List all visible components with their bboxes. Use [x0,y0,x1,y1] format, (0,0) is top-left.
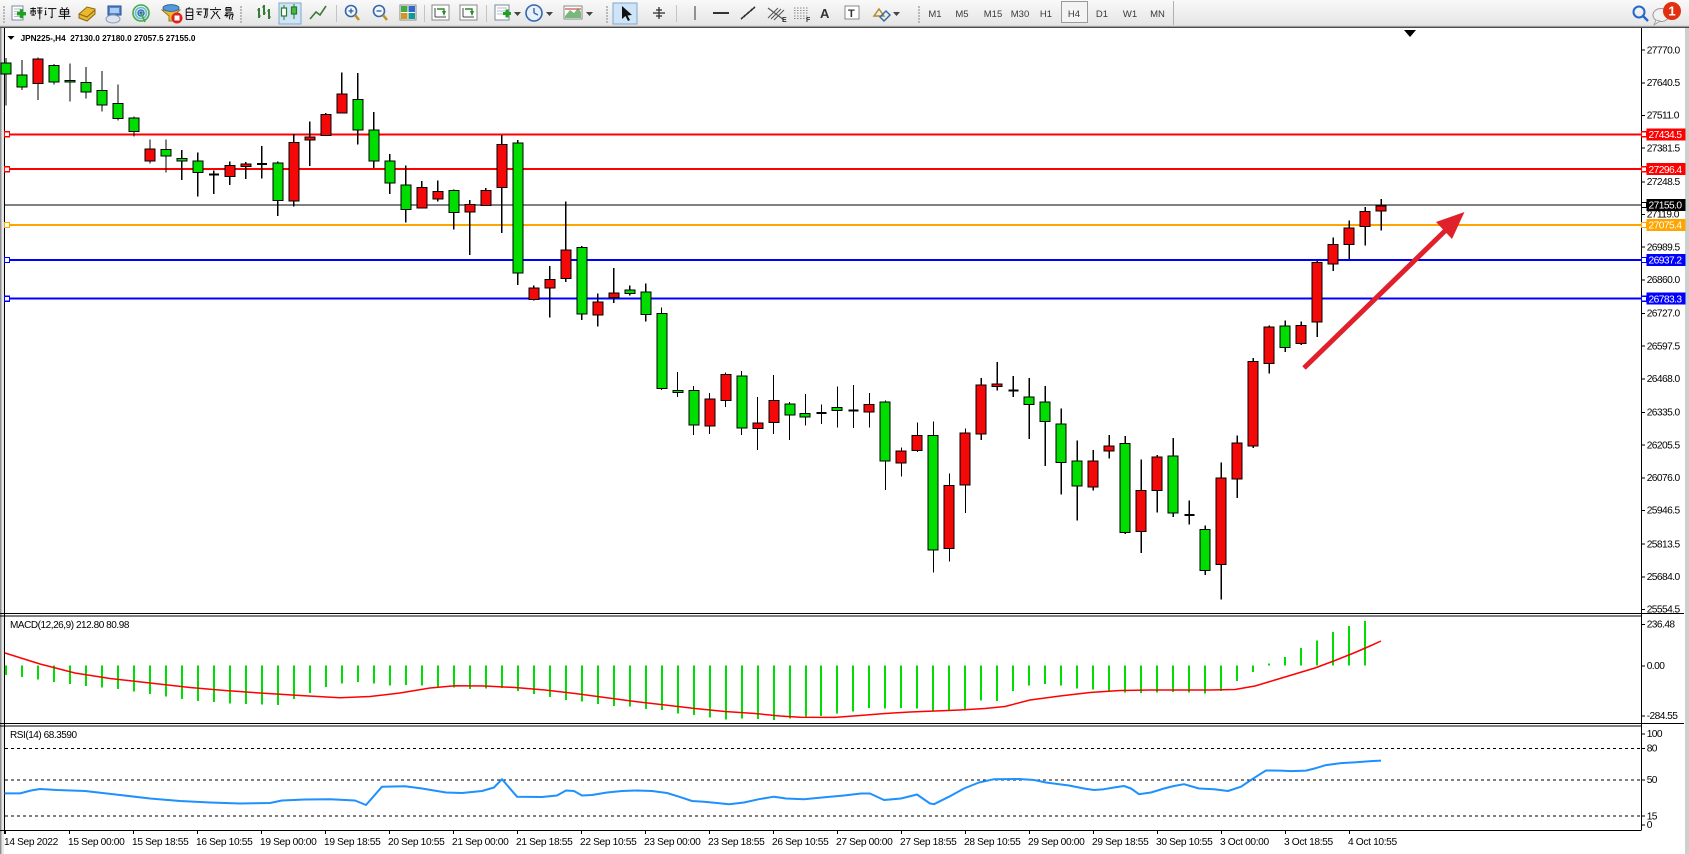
svg-text:29 Sep 00:00: 29 Sep 00:00 [1028,837,1085,848]
svg-text:H1: H1 [1040,9,1052,20]
svg-text:22 Sep 10:55: 22 Sep 10:55 [580,837,637,848]
svg-text:15 Sep 18:55: 15 Sep 18:55 [132,837,189,848]
svg-text:27511.0: 27511.0 [1647,111,1680,122]
svg-text:26727.0: 26727.0 [1647,309,1681,320]
svg-text:W1: W1 [1123,9,1137,20]
svg-text:26468.0: 26468.0 [1647,374,1681,385]
svg-text:26205.5: 26205.5 [1647,440,1681,451]
svg-text:26335.0: 26335.0 [1647,408,1681,419]
svg-text:26783.3: 26783.3 [1649,294,1683,305]
svg-text:4 Oct 10:55: 4 Oct 10:55 [1348,837,1398,848]
svg-text:26937.2: 26937.2 [1649,256,1683,267]
svg-text:27248.5: 27248.5 [1647,177,1681,188]
svg-text:27119.0: 27119.0 [1647,210,1680,221]
svg-text:F: F [806,17,811,24]
svg-text:0.00: 0.00 [1647,661,1666,672]
svg-text:30 Sep 10:55: 30 Sep 10:55 [1156,837,1213,848]
svg-text:D1: D1 [1096,9,1108,20]
svg-text:25684.0: 25684.0 [1647,572,1681,583]
svg-text:27296.4: 27296.4 [1649,165,1683,176]
svg-text:236.48: 236.48 [1647,620,1676,631]
svg-text:23 Sep 00:00: 23 Sep 00:00 [644,837,701,848]
svg-text:50: 50 [1647,775,1658,786]
svg-text:27 Sep 18:55: 27 Sep 18:55 [900,837,957,848]
svg-text:27 Sep 00:00: 27 Sep 00:00 [836,837,893,848]
svg-text:26076.0: 26076.0 [1647,473,1681,484]
svg-text:16 Sep 10:55: 16 Sep 10:55 [196,837,253,848]
svg-text:21 Sep 18:55: 21 Sep 18:55 [516,837,573,848]
svg-text:3 Oct 00:00: 3 Oct 00:00 [1220,837,1270,848]
svg-text:MN: MN [1150,9,1165,20]
svg-text:27155.0: 27155.0 [1649,201,1683,212]
svg-text:27640.5: 27640.5 [1647,78,1681,89]
svg-text:29 Sep 18:55: 29 Sep 18:55 [1092,837,1149,848]
svg-text:15 Sep 00:00: 15 Sep 00:00 [68,837,125,848]
svg-text:T: T [848,8,855,20]
svg-text:19 Sep 00:00: 19 Sep 00:00 [260,837,317,848]
svg-text:100: 100 [1647,729,1663,740]
svg-text:JPN225-,H4 27130.0 27180.0 27: JPN225-,H4 27130.0 27180.0 27057.5 27155… [21,34,196,43]
svg-text:25946.5: 25946.5 [1647,506,1681,517]
svg-text:M15: M15 [984,9,1002,20]
svg-text:M5: M5 [955,9,968,20]
svg-text:0: 0 [1647,820,1653,831]
svg-text:M1: M1 [928,9,941,20]
svg-text:1: 1 [1668,4,1675,19]
svg-text:M30: M30 [1011,9,1029,20]
svg-text:28 Sep 10:55: 28 Sep 10:55 [964,837,1021,848]
svg-text:H4: H4 [1068,9,1080,20]
svg-text:21 Sep 00:00: 21 Sep 00:00 [452,837,509,848]
svg-text:3 Oct 18:55: 3 Oct 18:55 [1284,837,1334,848]
svg-text:27381.5: 27381.5 [1647,143,1681,154]
svg-text:25554.5: 25554.5 [1647,605,1681,616]
svg-text:A: A [820,6,830,21]
svg-text:27770.0: 27770.0 [1647,45,1681,56]
svg-text:14 Sep 2022: 14 Sep 2022 [4,837,59,848]
svg-text:-284.55: -284.55 [1647,711,1679,722]
svg-text:80: 80 [1647,744,1658,755]
svg-text:MACD(12,26,9) 212.80 80.98: MACD(12,26,9) 212.80 80.98 [10,620,130,631]
svg-text:19 Sep 18:55: 19 Sep 18:55 [324,837,381,848]
svg-text:25813.5: 25813.5 [1647,539,1681,550]
svg-text:15: 15 [1647,811,1658,822]
svg-text:26860.0: 26860.0 [1647,275,1681,286]
svg-text:26989.5: 26989.5 [1647,242,1681,253]
svg-text:RSI(14) 68.3590: RSI(14) 68.3590 [10,730,78,741]
svg-text:E: E [782,17,787,24]
svg-text:27075.4: 27075.4 [1649,221,1683,232]
svg-text:26597.5: 26597.5 [1647,341,1681,352]
svg-text:27434.5: 27434.5 [1649,130,1683,141]
svg-text:20 Sep 10:55: 20 Sep 10:55 [388,837,445,848]
svg-text:23 Sep 18:55: 23 Sep 18:55 [708,837,765,848]
svg-text:26 Sep 10:55: 26 Sep 10:55 [772,837,829,848]
